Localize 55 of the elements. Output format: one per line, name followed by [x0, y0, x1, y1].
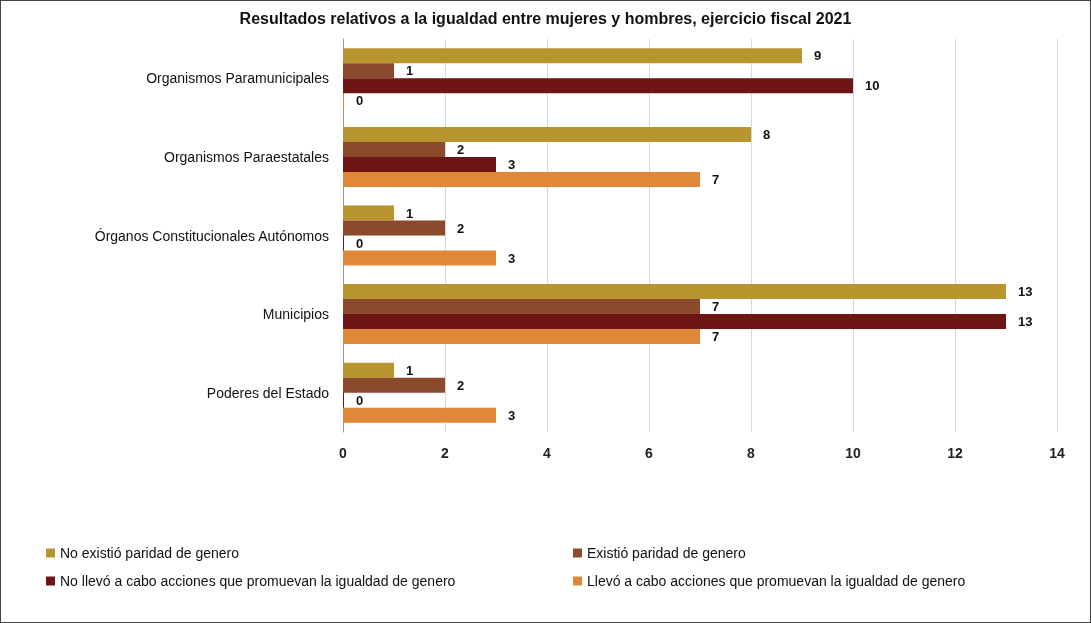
- bar: [343, 156, 496, 172]
- data-label: 3: [508, 250, 516, 266]
- bar: [343, 284, 1006, 300]
- legend-label: No llevó a cabo acciones que promuevan la igualdad de genero: [60, 573, 456, 589]
- bar: [343, 329, 700, 345]
- data-label: 0: [356, 392, 364, 408]
- bar: [343, 48, 802, 64]
- data-label: 3: [508, 156, 516, 172]
- y-tick-label: Órganos Constitucionales Autónomos: [94, 227, 329, 244]
- data-label: 13: [1018, 284, 1033, 300]
- x-tick-label: 0: [339, 445, 348, 461]
- data-label: 13: [1018, 314, 1033, 330]
- data-label: 7: [712, 299, 720, 315]
- x-tick-label: 10: [845, 445, 861, 461]
- data-label: 8: [763, 126, 771, 142]
- x-tick-label: 12: [947, 445, 963, 461]
- bar: [343, 220, 445, 236]
- y-tick-label: Organismos Paramunicipales: [146, 70, 329, 87]
- data-label: 7: [712, 171, 720, 187]
- chart-title: Resultados relativos a la igualdad entre mujeres y hombres, ejercicio fiscal 2021: [239, 9, 852, 27]
- data-label: 2: [457, 141, 465, 157]
- legend-label: Llevó a cabo acciones que promuevan la igualdad de genero: [587, 573, 966, 589]
- data-label: 0: [356, 235, 364, 251]
- data-label: 3: [508, 407, 516, 423]
- data-label: 2: [457, 220, 465, 236]
- data-label: 1: [406, 205, 414, 221]
- bar: [343, 250, 496, 266]
- x-tick-label: 8: [747, 445, 756, 461]
- bar: [343, 299, 700, 315]
- bar: [343, 126, 751, 142]
- x-tick-label: 4: [543, 445, 552, 461]
- data-label: 1: [406, 63, 414, 79]
- bar: [343, 141, 445, 157]
- data-label: 7: [712, 329, 720, 345]
- bar: [343, 407, 496, 423]
- bar: [343, 78, 853, 94]
- legend-label: No existió paridad de genero: [60, 545, 240, 561]
- bar: [343, 377, 445, 393]
- y-tick-label: Organismos Paraestatales: [164, 148, 329, 165]
- bar: [343, 63, 394, 79]
- bar: [343, 314, 1006, 330]
- data-label: 9: [814, 48, 822, 64]
- bar: [343, 171, 700, 187]
- bar: [343, 205, 394, 221]
- x-tick-label: 6: [645, 445, 654, 461]
- data-label: 10: [865, 78, 880, 94]
- legend-label: Existió paridad de genero: [587, 545, 746, 561]
- data-label: 1: [406, 362, 414, 378]
- x-tick-label: 14: [1049, 445, 1065, 461]
- y-tick-label: Poderes del Estado: [206, 384, 330, 401]
- data-label: 2: [457, 377, 465, 393]
- data-label: 0: [356, 93, 364, 109]
- y-tick-label: Municipios: [262, 306, 329, 323]
- bar: [343, 362, 394, 378]
- x-tick-label: 2: [441, 445, 450, 461]
